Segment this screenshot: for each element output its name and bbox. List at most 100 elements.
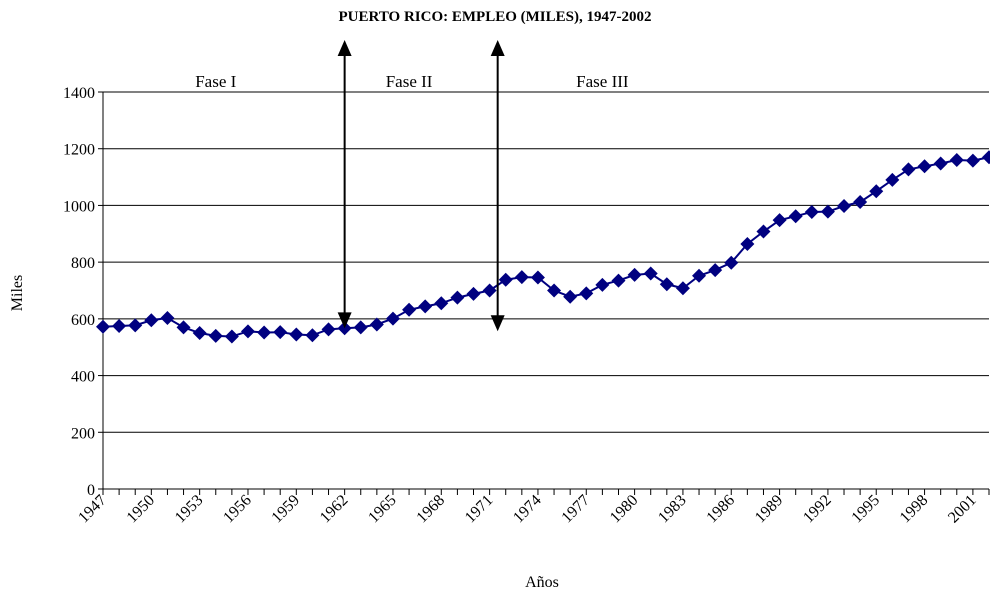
- data-point: [112, 318, 127, 333]
- y-axis-label: Miles: [9, 275, 26, 311]
- data-point: [901, 162, 916, 177]
- data-point: [96, 319, 110, 334]
- y-tick-label: 1000: [63, 198, 95, 215]
- data-point: [128, 318, 143, 333]
- x-tick-label: 1974: [510, 492, 545, 527]
- data-point: [627, 267, 642, 282]
- y-tick-labels: 0 200 400 600 800 1000 1200 1400: [63, 85, 95, 499]
- data-point: [402, 302, 417, 317]
- data-point: [321, 322, 336, 337]
- data-point: [756, 224, 771, 239]
- data-point: [176, 320, 191, 335]
- phase-label: Fase II: [386, 72, 433, 91]
- x-tick-label: 1983: [655, 492, 690, 527]
- x-tick-label: 1980: [607, 492, 642, 527]
- data-point: [949, 153, 964, 168]
- series-employment: [96, 150, 990, 344]
- data-point: [482, 283, 497, 298]
- data-point: [708, 263, 723, 278]
- data-point: [869, 184, 884, 199]
- data-point: [547, 283, 562, 298]
- y-tick-label: 400: [71, 369, 95, 386]
- data-point: [273, 325, 288, 340]
- x-tick-label: 1989: [752, 492, 787, 527]
- x-tick-label: 2001: [945, 492, 980, 527]
- x-tick-label: 1986: [703, 492, 738, 527]
- data-point: [643, 266, 658, 281]
- data-point: [579, 286, 594, 301]
- x-tick-label: 1998: [897, 492, 932, 527]
- data-point: [772, 213, 787, 228]
- data-point: [434, 296, 449, 311]
- data-point: [257, 325, 272, 340]
- data-point: [208, 328, 223, 343]
- data-point: [385, 311, 400, 326]
- data-point: [724, 255, 739, 270]
- data-point: [450, 290, 465, 305]
- data-point: [933, 156, 948, 171]
- data-point: [563, 289, 578, 304]
- phase-annotations: Fase I Fase II Fase III: [195, 40, 629, 332]
- axes: [98, 91, 990, 495]
- arrow-head-down: [490, 315, 505, 332]
- data-point: [837, 198, 852, 213]
- data-point: [820, 204, 835, 219]
- y-tick-label: 1400: [63, 85, 95, 102]
- x-tick-label: 1995: [848, 492, 883, 527]
- arrow-head-up: [337, 40, 352, 56]
- phase-divider-arrow-2: [490, 40, 505, 332]
- arrow-head-down: [337, 312, 352, 329]
- x-tick-label: 1953: [172, 492, 207, 527]
- y-tick-label: 1200: [63, 142, 95, 159]
- x-tick-label: 1950: [124, 492, 159, 527]
- data-point: [917, 159, 932, 174]
- data-point: [144, 313, 159, 328]
- data-point: [369, 317, 384, 332]
- data-point: [305, 328, 320, 343]
- phase-label: Fase I: [195, 72, 236, 91]
- y-tick-label: 0: [87, 482, 95, 499]
- phase-divider-arrow-1: [337, 40, 352, 329]
- data-point: [289, 327, 304, 342]
- data-point: [224, 329, 239, 344]
- data-point: [788, 209, 803, 224]
- data-point: [353, 320, 368, 335]
- y-tick-label: 200: [71, 425, 95, 442]
- x-tick-label: 1992: [800, 492, 835, 527]
- data-point: [514, 270, 529, 285]
- x-tick-labels: 1947 1950 1953 1956 1959 1962 1965 1968 1971 1974…: [75, 492, 980, 527]
- data-point: [595, 277, 610, 292]
- data-point: [659, 277, 674, 292]
- data-point: [192, 326, 207, 341]
- data-point: [804, 204, 819, 219]
- data-point: [160, 311, 175, 326]
- x-axis-label: Años: [525, 574, 559, 591]
- data-point: [885, 172, 900, 187]
- arrow-head-up: [490, 40, 505, 56]
- x-tick-label: 1956: [220, 492, 255, 527]
- x-tick-label: 1959: [268, 492, 303, 527]
- data-point: [675, 281, 690, 296]
- data-point: [466, 286, 481, 301]
- x-tick-label: 1947: [75, 492, 110, 527]
- x-tick-label: 1977: [558, 492, 593, 527]
- gridlines: [103, 91, 989, 433]
- phase-label: Fase III: [576, 72, 629, 91]
- y-tick-label: 800: [71, 255, 95, 272]
- data-point: [240, 324, 255, 339]
- y-tick-label: 600: [71, 312, 95, 329]
- chart-title: PUERTO RICO: EMPLEO (MILES), 1947-2002: [338, 9, 652, 25]
- data-point: [418, 299, 433, 314]
- data-point: [611, 273, 626, 288]
- data-point: [853, 195, 868, 210]
- data-point: [692, 268, 707, 283]
- x-tick-label: 1971: [462, 492, 497, 527]
- data-point: [498, 272, 513, 287]
- x-tick-label: 1968: [413, 492, 448, 527]
- data-point: [982, 150, 990, 165]
- data-point: [965, 153, 980, 168]
- data-point: [740, 236, 755, 251]
- data-point: [530, 270, 545, 285]
- x-tick-label: 1965: [365, 492, 400, 527]
